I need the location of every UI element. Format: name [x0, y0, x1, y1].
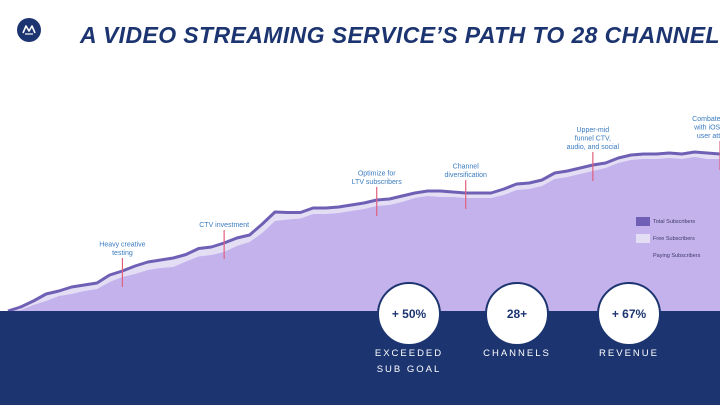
- annotation-line: Optimize for: [358, 171, 396, 178]
- annotation-line: diversification: [445, 172, 488, 179]
- annotation-line: Heavy creative: [99, 242, 145, 249]
- legend-swatch: [636, 217, 650, 226]
- annotation-line: LTV subscribers: [352, 179, 403, 186]
- annotation-label: Upper-mid funnel CTV, audio, and social: [567, 127, 620, 151]
- annotation-line: audio, and social: [567, 144, 620, 151]
- legend-label: Total Subscribers: [653, 218, 696, 225]
- logo: [17, 18, 41, 42]
- legend-item-total: Total Subscribers: [636, 213, 720, 230]
- annotation-label: CTV investment: [199, 222, 249, 229]
- legend: Total Subscribers Free Subscribers Payin…: [636, 213, 720, 264]
- annotation-line: funnel CTV,: [575, 136, 611, 143]
- stat-value: 28+: [506, 307, 528, 321]
- stat-label-channels: CHANNELS: [483, 348, 551, 359]
- legend-item-free: Free Subscribers: [636, 230, 720, 247]
- legend-label: Free Subscribers: [653, 235, 695, 242]
- annotation-line: testing: [112, 250, 133, 257]
- annotation-line: with iOS-specific: [693, 125, 720, 132]
- logo-mark-icon: [22, 25, 36, 35]
- annotation-label: Combated iOS 14 with iOS-specificuser att…: [692, 116, 720, 140]
- legend-swatch: [636, 234, 650, 243]
- stat-label-revenue: REVENUE: [599, 348, 659, 359]
- legend-item-paying: Paying Subscribers: [636, 247, 720, 264]
- annotation-label: Optimize for LTV subscribers: [352, 171, 403, 187]
- stat-value: + 67%: [611, 307, 647, 321]
- annotation-line: Upper-mid: [577, 127, 610, 134]
- annotation-line: user attribution: [697, 133, 720, 140]
- stat-circle-sub-goal: + 50%: [377, 282, 441, 346]
- page-title: A VIDEO STREAMING SERVICE’S PATH TO 28 C…: [80, 22, 720, 48]
- total-subscribers-line: [7, 150, 720, 313]
- stat-label-sub-goal: EXCEEDED SUB GOAL: [374, 348, 444, 375]
- annotation-line: CTV investment: [199, 222, 249, 229]
- stat-circle-channels: 28+: [485, 282, 549, 346]
- annotation-line: Channel: [453, 164, 480, 171]
- annotation-label: Heavy creative testing: [99, 242, 145, 258]
- paying-subscribers-area: [8, 157, 720, 311]
- legend-swatch: [636, 251, 650, 260]
- stat-circle-revenue: + 67%: [597, 282, 661, 346]
- legend-label: Paying Subscribers: [653, 252, 701, 259]
- annotation-label: Channel diversification: [445, 164, 488, 180]
- stat-value: + 50%: [391, 307, 427, 321]
- annotation-line: Combated iOS 14: [692, 116, 720, 123]
